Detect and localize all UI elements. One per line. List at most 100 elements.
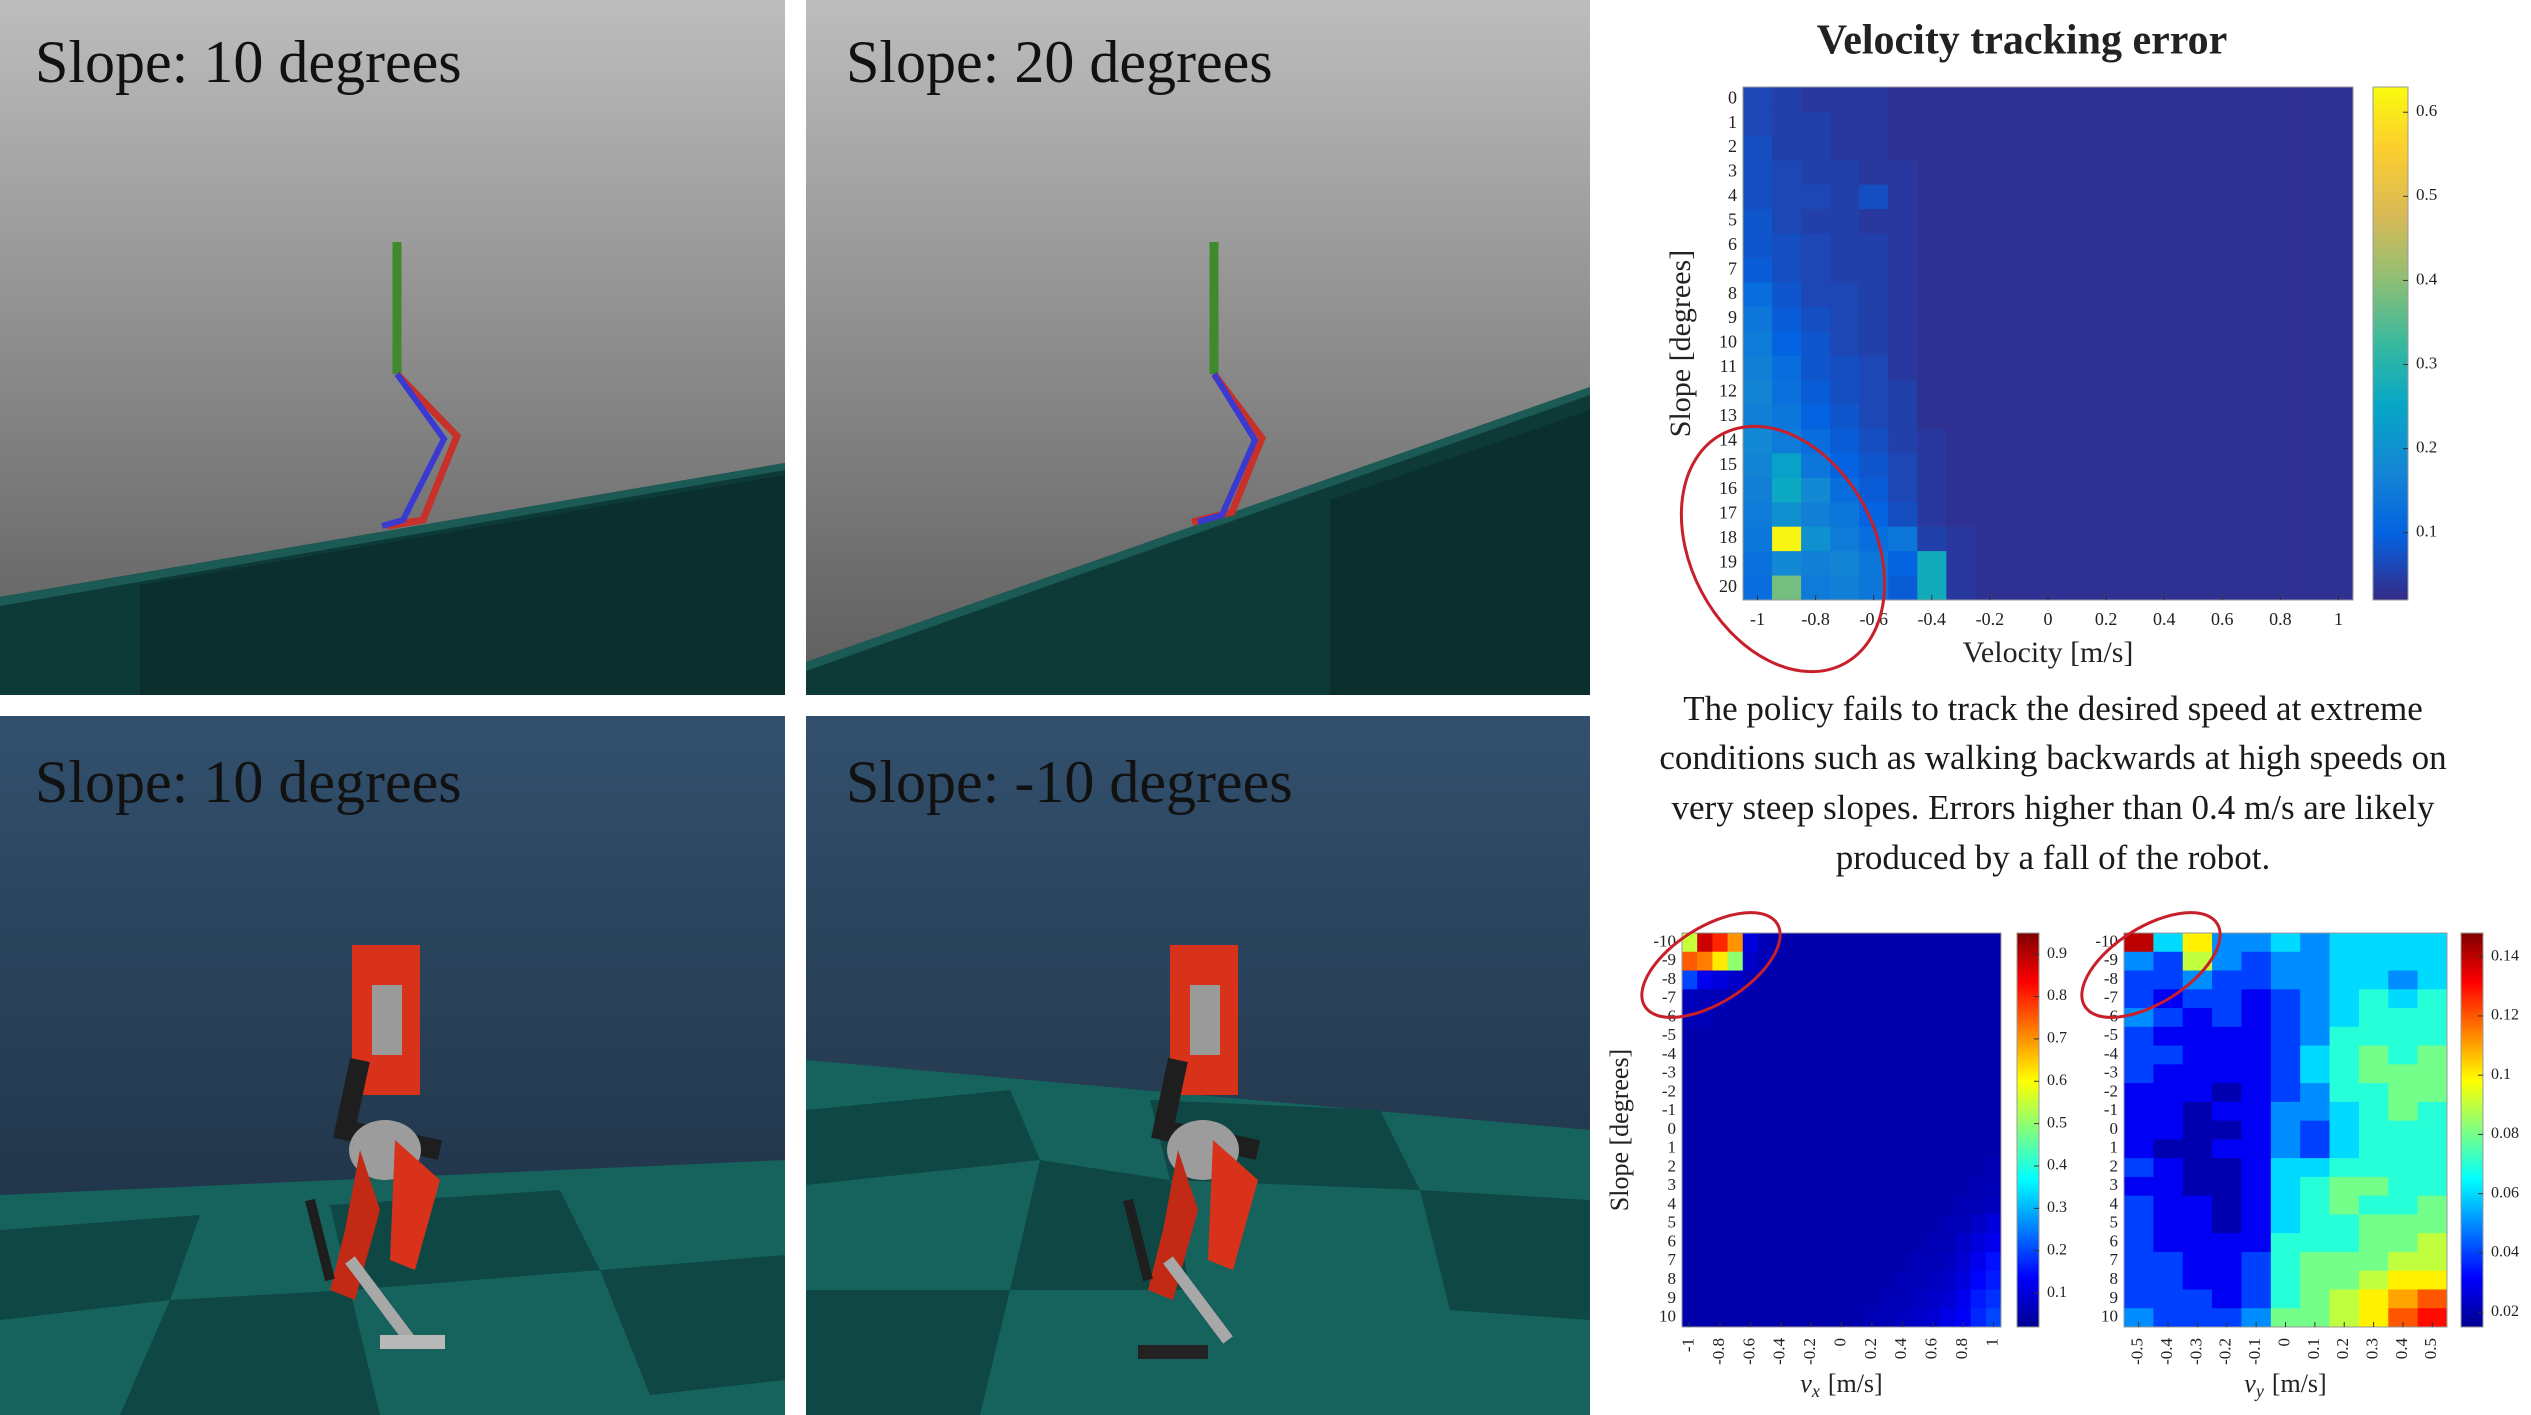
heat-cell xyxy=(2294,135,2325,161)
heat-cell xyxy=(1830,160,1860,186)
heat-cell xyxy=(1803,1083,1820,1103)
heat-cell xyxy=(2358,1045,2389,1065)
heat-cell xyxy=(1955,1045,1972,1065)
heat-cell xyxy=(2241,951,2272,972)
heat-cell xyxy=(1894,1251,1911,1272)
y-tick-label: 6 xyxy=(1728,234,1737,254)
heat-cell xyxy=(1742,1308,1759,1328)
heat-cell xyxy=(2178,233,2209,259)
chart-title: Velocity tracking error xyxy=(1817,18,2228,64)
heat-cell xyxy=(2241,1120,2272,1140)
heat-cell xyxy=(2004,429,2034,454)
heat-cell xyxy=(1985,1120,2002,1140)
heat-cell xyxy=(1879,1289,1896,1309)
heat-cell xyxy=(2323,429,2354,454)
heat-cell xyxy=(2241,1233,2272,1253)
heat-cell xyxy=(2236,160,2267,186)
heat-cell xyxy=(1940,951,1956,972)
label-subscript: y xyxy=(2254,1381,2264,1401)
heat-cell xyxy=(2358,1064,2389,1084)
heat-cell xyxy=(2265,258,2296,283)
heat-cell xyxy=(1727,1251,1744,1272)
heat-cell xyxy=(1970,1139,1987,1159)
heat-cell xyxy=(2004,87,2034,112)
heat-cell xyxy=(1917,184,1947,210)
heat-cell xyxy=(1833,1064,1850,1084)
heat-cell xyxy=(1864,1308,1880,1328)
heat-cell xyxy=(2358,1195,2389,1215)
highlight-ellipse xyxy=(2080,911,2222,1019)
heat-cell xyxy=(2241,933,2272,953)
heat-cell xyxy=(2182,1045,2213,1065)
heat-cell xyxy=(1712,1026,1729,1047)
colorbar-tick-label: 0.6 xyxy=(2047,1072,2067,1089)
heat-cell xyxy=(2153,1083,2184,1103)
heat-cell xyxy=(2091,429,2122,454)
heat-cell xyxy=(1757,1083,1774,1103)
heat-cell xyxy=(1743,111,1773,137)
y-tick-label: 7 xyxy=(1668,1250,1677,1269)
heat-cell xyxy=(1970,933,1987,953)
heat-cell xyxy=(1773,989,1789,1009)
heat-cell xyxy=(1940,1008,1956,1028)
heat-cell xyxy=(1917,306,1947,332)
heat-cell xyxy=(1773,1101,1789,1122)
heat-cell xyxy=(1833,1008,1850,1028)
heat-cell xyxy=(2270,1101,2301,1122)
heat-cell xyxy=(1888,282,1918,308)
heat-cell xyxy=(1818,1158,1835,1178)
heat-cell xyxy=(2091,502,2122,528)
heat-cell xyxy=(1697,1158,1713,1178)
heat-cell xyxy=(1879,1083,1896,1103)
heat-cell xyxy=(2033,477,2064,503)
heat-cell xyxy=(1697,1120,1713,1140)
sim-panel: Slope: 10 degrees xyxy=(0,0,785,695)
heat-cell xyxy=(1975,380,2005,406)
heat-cell xyxy=(1879,1233,1896,1253)
heat-cell xyxy=(1773,1270,1789,1290)
heat-cell xyxy=(2033,184,2064,210)
heat-cell xyxy=(1757,1233,1774,1253)
heat-cell xyxy=(2265,160,2296,186)
heat-cell xyxy=(1985,1251,2002,1272)
heat-cell xyxy=(1970,1308,1987,1328)
heat-cell xyxy=(2358,1270,2389,1290)
panel-caption: Slope: 10 degrees xyxy=(35,749,462,815)
heat-cell xyxy=(1697,989,1713,1009)
heat-cell xyxy=(2241,1289,2272,1309)
heat-cell xyxy=(2124,1308,2154,1328)
heat-cell xyxy=(1864,1083,1880,1103)
heat-cell xyxy=(1864,1233,1880,1253)
heat-cell xyxy=(1985,1064,2002,1084)
heat-cell xyxy=(2062,526,2093,552)
heat-cell xyxy=(1830,355,1860,381)
heat-cell xyxy=(2417,1064,2448,1084)
heat-cell xyxy=(1879,1308,1896,1328)
heat-cell xyxy=(1830,526,1860,552)
heat-cell xyxy=(1743,258,1773,283)
heat-cell xyxy=(2091,135,2122,161)
heat-cell xyxy=(1859,160,1889,186)
heat-cell xyxy=(2417,1195,2448,1215)
y-tick-label: 10 xyxy=(2101,1307,2118,1326)
heat-cell xyxy=(2236,184,2267,210)
heat-cell xyxy=(1864,1064,1880,1084)
heat-cell xyxy=(1985,951,2002,972)
heat-cell xyxy=(2091,258,2122,283)
label-unit: [m/s] xyxy=(1828,1369,1883,1398)
heat-cell xyxy=(1682,1270,1698,1290)
heat-cell xyxy=(1955,1120,1972,1140)
heat-cell xyxy=(2182,1251,2213,1272)
heat-cell xyxy=(2182,1026,2213,1047)
heat-cell xyxy=(1946,111,1976,137)
heat-cell xyxy=(2294,233,2325,259)
heat-cell xyxy=(2236,526,2267,552)
heat-cell xyxy=(1946,551,1976,577)
heat-cell xyxy=(1879,1101,1896,1122)
heat-cell xyxy=(1864,1158,1880,1178)
heat-cell xyxy=(1864,933,1880,953)
heat-cell xyxy=(1925,1158,1941,1178)
heat-cell xyxy=(2091,306,2122,332)
heat-cell xyxy=(2323,404,2354,430)
